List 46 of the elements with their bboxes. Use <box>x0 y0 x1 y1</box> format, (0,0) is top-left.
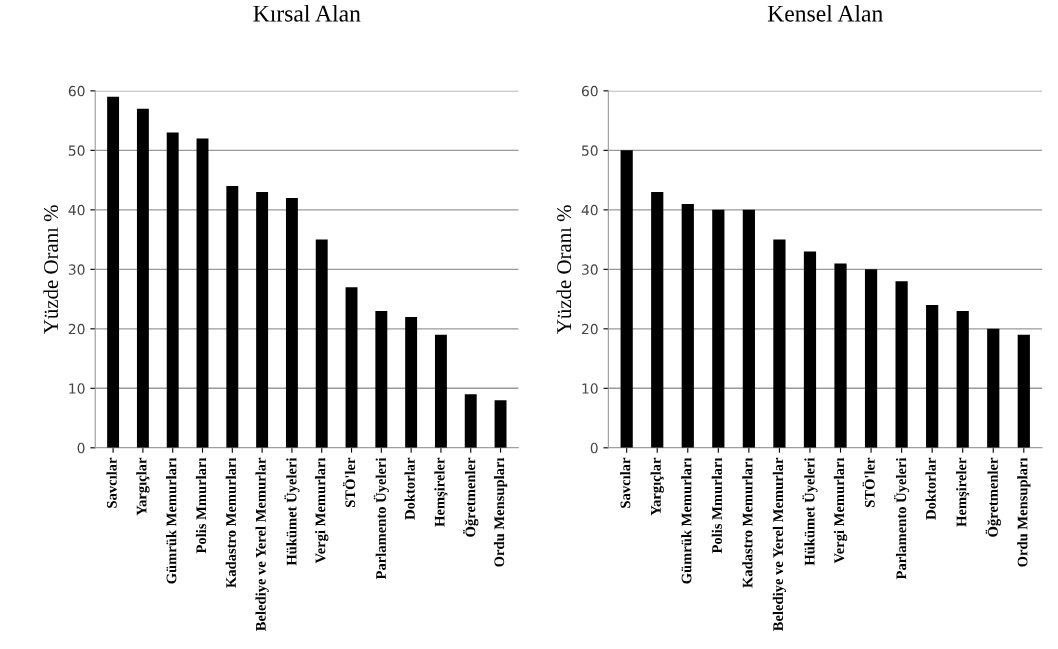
y-tick-label: 20 <box>68 323 85 335</box>
x-tick-label: Belediye ve Yerel Memurlar <box>772 457 787 632</box>
x-tick-label: Belediye ve Yerel Memurlar <box>255 457 269 632</box>
x-tick-label: Ordu Mensupları <box>493 457 508 567</box>
x-tick-label: Kadastro Memurları <box>225 457 236 588</box>
x-tick-label: Savcılar <box>620 457 631 508</box>
y-tick-label: 40 <box>581 204 598 216</box>
x-tick-label: Yargıçlar <box>136 457 150 516</box>
x-tick-label: STÖ'ler <box>342 457 356 507</box>
y-axis-title: Yüzde Oranı % <box>556 205 572 334</box>
chart-title: Kırsal Alan <box>253 5 361 22</box>
x-tick-label: Hükümet Üyeleri <box>284 457 300 566</box>
x-tick-label: Yargıçlar <box>650 457 664 516</box>
x-tick-label: Doktorlar <box>925 457 936 520</box>
x-tick-label: STÖ'ler <box>862 457 875 507</box>
x-tick-label: Hemşireler <box>434 457 448 527</box>
chart-title: Kensel Alan <box>767 5 883 22</box>
x-tick-label: Hemşireler <box>956 457 970 527</box>
x-tick-label: Gümrük Memurları <box>681 457 692 584</box>
y-tick-label: 20 <box>581 323 598 335</box>
y-tick-label: 10 <box>69 383 85 394</box>
y-tick-label: 60 <box>581 85 598 97</box>
y-tick-label: 50 <box>582 145 598 156</box>
x-tick-label: Polis Mmurları <box>195 457 207 554</box>
x-tick-label: Vergi Memurları <box>833 457 848 564</box>
x-tick-label: Parlamento Üyeleri <box>373 457 389 580</box>
x-tick-label: Kadastro Memurları <box>742 457 753 588</box>
x-tick-label: Ordu Mensupları <box>1017 457 1031 567</box>
y-tick-label: 60 <box>68 85 85 97</box>
x-tick-label: Parlamento Üyeleri <box>893 457 910 580</box>
y-tick-label: 50 <box>68 145 85 156</box>
y-tick-label: 40 <box>68 204 85 216</box>
x-tick-label: Savcılar <box>106 457 117 508</box>
y-axis-title: Yüzde Oranı % <box>43 205 59 334</box>
x-tick-label: Öğretmenler <box>985 457 1001 537</box>
y-tick-label: 10 <box>582 383 598 394</box>
x-tick-label: Öğretmenler <box>463 457 479 537</box>
x-tick-label: Doktorlar <box>404 457 415 520</box>
y-tick-label: 0 <box>590 442 598 454</box>
x-tick-label: Gümrük Memurları <box>166 457 177 584</box>
y-tick-label: 0 <box>77 442 85 454</box>
y-tick-label: 30 <box>582 264 598 275</box>
x-tick-label: Polis Mmurları <box>711 457 723 554</box>
x-tick-label: Hükümet Üyeleri <box>802 457 818 566</box>
y-tick-label: 30 <box>68 264 85 275</box>
x-tick-label: Vergi Memurları <box>315 457 329 564</box>
